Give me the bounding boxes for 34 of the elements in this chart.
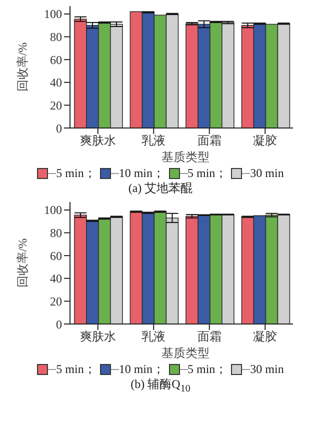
y-tick-label: 20 bbox=[50, 98, 62, 112]
y-tick-label: 40 bbox=[50, 76, 62, 90]
legend-label: 5 min； bbox=[56, 362, 96, 376]
y-axis-title: 回收率/% bbox=[15, 238, 30, 288]
legend-label: 30 min bbox=[250, 166, 284, 180]
text: (b) 辅酶Q$_{10}$ bbox=[130, 377, 192, 396]
legend-label: 30 min bbox=[250, 362, 284, 376]
x-axis-title: 基质类型 bbox=[160, 346, 210, 360]
text: (a) 艾地苯醌 bbox=[127, 181, 194, 196]
x-tick-label: 凝胶 bbox=[253, 134, 278, 148]
x-tick-label: 乳液 bbox=[142, 330, 166, 344]
y-tick-label: 60 bbox=[50, 248, 62, 263]
x-tick-label: 凝胶 bbox=[253, 330, 278, 344]
x-axis-title: 基质类型 bbox=[160, 150, 210, 164]
y-tick-label: 20 bbox=[50, 294, 62, 308]
legend-label: 5 min； bbox=[188, 362, 228, 376]
y-tick-label: 0 bbox=[56, 121, 62, 136]
legend-label: 5 min； bbox=[56, 166, 96, 180]
x-tick-label: 爽肤水 bbox=[80, 134, 116, 148]
legend-label: 10 min； bbox=[118, 166, 164, 180]
legend-label: 5 min； bbox=[188, 166, 228, 180]
y-tick-label: 80 bbox=[50, 226, 62, 240]
x-tick-label: 面霜 bbox=[197, 134, 222, 148]
x-tick-label: 面霜 bbox=[197, 330, 222, 344]
y-tick-label: 100 bbox=[44, 7, 62, 22]
x-tick-label: 爽肤水 bbox=[80, 330, 116, 344]
y-tick-label: 60 bbox=[50, 52, 62, 67]
y-tick-label: 0 bbox=[56, 317, 62, 332]
y-tick-label: 80 bbox=[50, 30, 62, 44]
legend-label: 10 min； bbox=[118, 362, 164, 376]
x-tick-label: 乳液 bbox=[142, 134, 166, 148]
y-tick-label: 100 bbox=[44, 203, 62, 218]
y-axis-title: 回收率/% bbox=[15, 42, 30, 92]
y-tick-label: 40 bbox=[50, 272, 62, 286]
